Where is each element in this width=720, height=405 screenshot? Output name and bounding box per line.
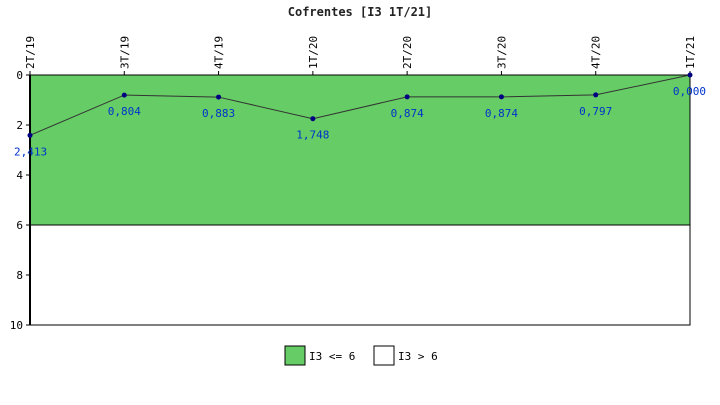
legend: I3 <= 6 I3 > 6 xyxy=(284,345,438,366)
data-label-4: 0,874 xyxy=(391,107,424,120)
data-label-0: 2,413 xyxy=(14,145,47,158)
legend-swatch-1 xyxy=(373,345,395,366)
x-tick-label-1: 3T/19 xyxy=(118,36,131,69)
x-tick-label-3: 1T/20 xyxy=(307,36,320,69)
data-label-5: 0,874 xyxy=(485,107,518,120)
data-point-0 xyxy=(27,132,33,138)
y-tick-label-3: 6 xyxy=(16,219,23,232)
x-tick-label-0: 2T/19 xyxy=(24,36,37,69)
data-point-6 xyxy=(593,92,599,98)
series-line xyxy=(29,74,691,136)
data-label-6: 0,797 xyxy=(579,105,612,118)
plot-area: 0 2 4 6 8 10 2T/19 3T/19 4T/19 1T/20 2T/20 3T/20 4T/… xyxy=(10,36,706,332)
y-tick-label-2: 4 xyxy=(16,169,23,182)
x-tick-label-7: 1T/21 xyxy=(684,36,697,69)
y-tick-label-5: 10 xyxy=(10,319,23,332)
data-label-7: 0,000 xyxy=(673,85,706,98)
x-tick-label-2: 4T/19 xyxy=(213,36,226,69)
data-point-7 xyxy=(687,72,693,78)
data-label-1: 0,804 xyxy=(108,105,141,118)
band-1 xyxy=(30,225,690,325)
y-tick-label-0: 0 xyxy=(16,69,23,82)
legend-label-1: I3 > 6 xyxy=(398,350,438,363)
x-tick-label-6: 4T/20 xyxy=(590,36,603,69)
legend-swatch-0 xyxy=(284,345,306,366)
data-label-2: 0,883 xyxy=(202,107,235,120)
data-label-3: 1,748 xyxy=(296,129,329,142)
legend-label-0: I3 <= 6 xyxy=(309,350,355,363)
x-tick-label-4: 2T/20 xyxy=(401,36,414,69)
data-point-5 xyxy=(498,94,504,100)
data-point-1 xyxy=(121,92,127,98)
y-tick-label-4: 8 xyxy=(16,269,23,282)
data-point-4 xyxy=(404,94,410,100)
band-0 xyxy=(30,75,690,225)
x-tick-label-5: 3T/20 xyxy=(495,36,508,69)
data-point-3 xyxy=(310,116,316,122)
y-tick-label-1: 2 xyxy=(16,119,23,132)
data-point-2 xyxy=(216,94,222,100)
chart-title: Cofrentes [I3 1T/21] xyxy=(288,5,433,19)
